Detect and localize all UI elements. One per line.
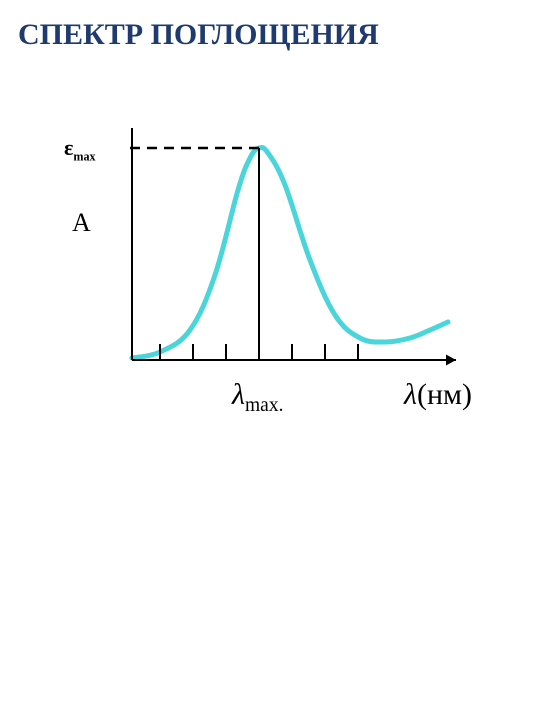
a-axis-label: A	[72, 208, 91, 238]
lambda-max-label: λmax.	[232, 378, 283, 417]
lambda-symbol: λ	[232, 378, 245, 411]
unit-nm: нм	[427, 378, 462, 411]
paren-open: (	[417, 378, 427, 411]
x-axis-arrow	[446, 355, 456, 366]
lambda-nm-label: λ(нм)	[404, 378, 472, 412]
lambda-max-sub: max.	[245, 395, 283, 416]
paren-close: )	[462, 378, 472, 411]
epsilon-max-label: εmax	[64, 135, 96, 164]
page-root: СПЕКТР ПОГЛОЩЕНИЯ εmax A λmax. λ(нм)	[0, 0, 540, 720]
page-title: СПЕКТР ПОГЛОЩЕНИЯ	[18, 18, 379, 52]
absorption-curve	[132, 147, 448, 358]
absorption-spectrum-plot	[100, 120, 480, 380]
lambda-symbol-2: λ	[404, 378, 417, 411]
epsilon-symbol: ε	[64, 135, 73, 160]
epsilon-sub: max	[73, 149, 95, 163]
